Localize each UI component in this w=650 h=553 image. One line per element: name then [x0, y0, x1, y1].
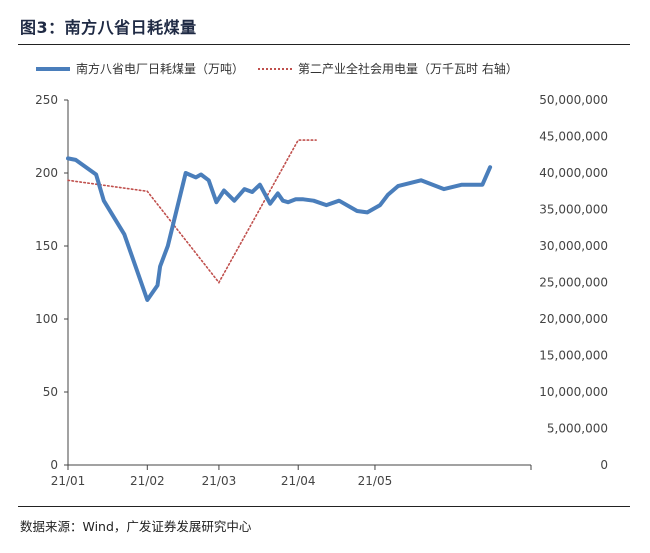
legend-item-power: 第二产业全社会用电量（万千瓦时 右轴） — [258, 60, 518, 77]
data-source: 数据来源：Wind，广发证券发展研究中心 — [20, 519, 252, 534]
series-line-power — [67, 139, 317, 284]
y-left-tick-label: 100 — [35, 312, 58, 326]
x-tick-label: 21/05 — [358, 474, 393, 488]
y-right-tick-label: 35,000,000 — [539, 203, 608, 217]
y-left-tick-label: 150 — [35, 239, 58, 253]
y-right-tick-label: 25,000,000 — [539, 276, 608, 290]
y-left-tick-label: 0 — [50, 458, 58, 472]
legend-swatch-solid — [36, 66, 70, 71]
x-tick-label: 21/02 — [130, 474, 165, 488]
x-tick-label: 21/04 — [281, 474, 316, 488]
figure-title: 图3：南方八省日耗煤量 — [20, 18, 197, 37]
legend-label-power: 第二产业全社会用电量（万千瓦时 右轴） — [298, 62, 518, 76]
y-left-tick-label: 50 — [43, 385, 58, 399]
title-rule — [18, 44, 630, 45]
legend-label-coal: 南方八省电厂日耗煤量（万吨） — [76, 62, 245, 76]
footer-rule — [18, 506, 630, 507]
y-left-tick-label: 200 — [35, 166, 58, 180]
y-left-tick-label: 250 — [35, 93, 58, 107]
y-right-tick-label: 20,000,000 — [539, 312, 608, 326]
y-right-tick-label: 5,000,000 — [547, 422, 608, 436]
y-right-tick-label: 15,000,000 — [539, 349, 608, 363]
y-right-tick-label: 30,000,000 — [539, 239, 608, 253]
y-right-tick-label: 40,000,000 — [539, 166, 608, 180]
y-right-tick-label: 0 — [600, 458, 608, 472]
x-tick-label: 21/03 — [202, 474, 237, 488]
legend-swatch-dotted — [258, 67, 293, 70]
legend-item-coal: 南方八省电厂日耗煤量（万吨） — [36, 60, 244, 77]
y-right-tick-label: 10,000,000 — [539, 385, 608, 399]
y-right-tick-label: 45,000,000 — [539, 130, 608, 144]
chart-legend: 南方八省电厂日耗煤量（万吨） 第二产业全社会用电量（万千瓦时 右轴） — [36, 60, 532, 77]
y-right-tick-label: 50,000,000 — [539, 93, 608, 107]
series-line-coal — [66, 156, 493, 302]
x-tick-label: 21/01 — [51, 474, 86, 488]
